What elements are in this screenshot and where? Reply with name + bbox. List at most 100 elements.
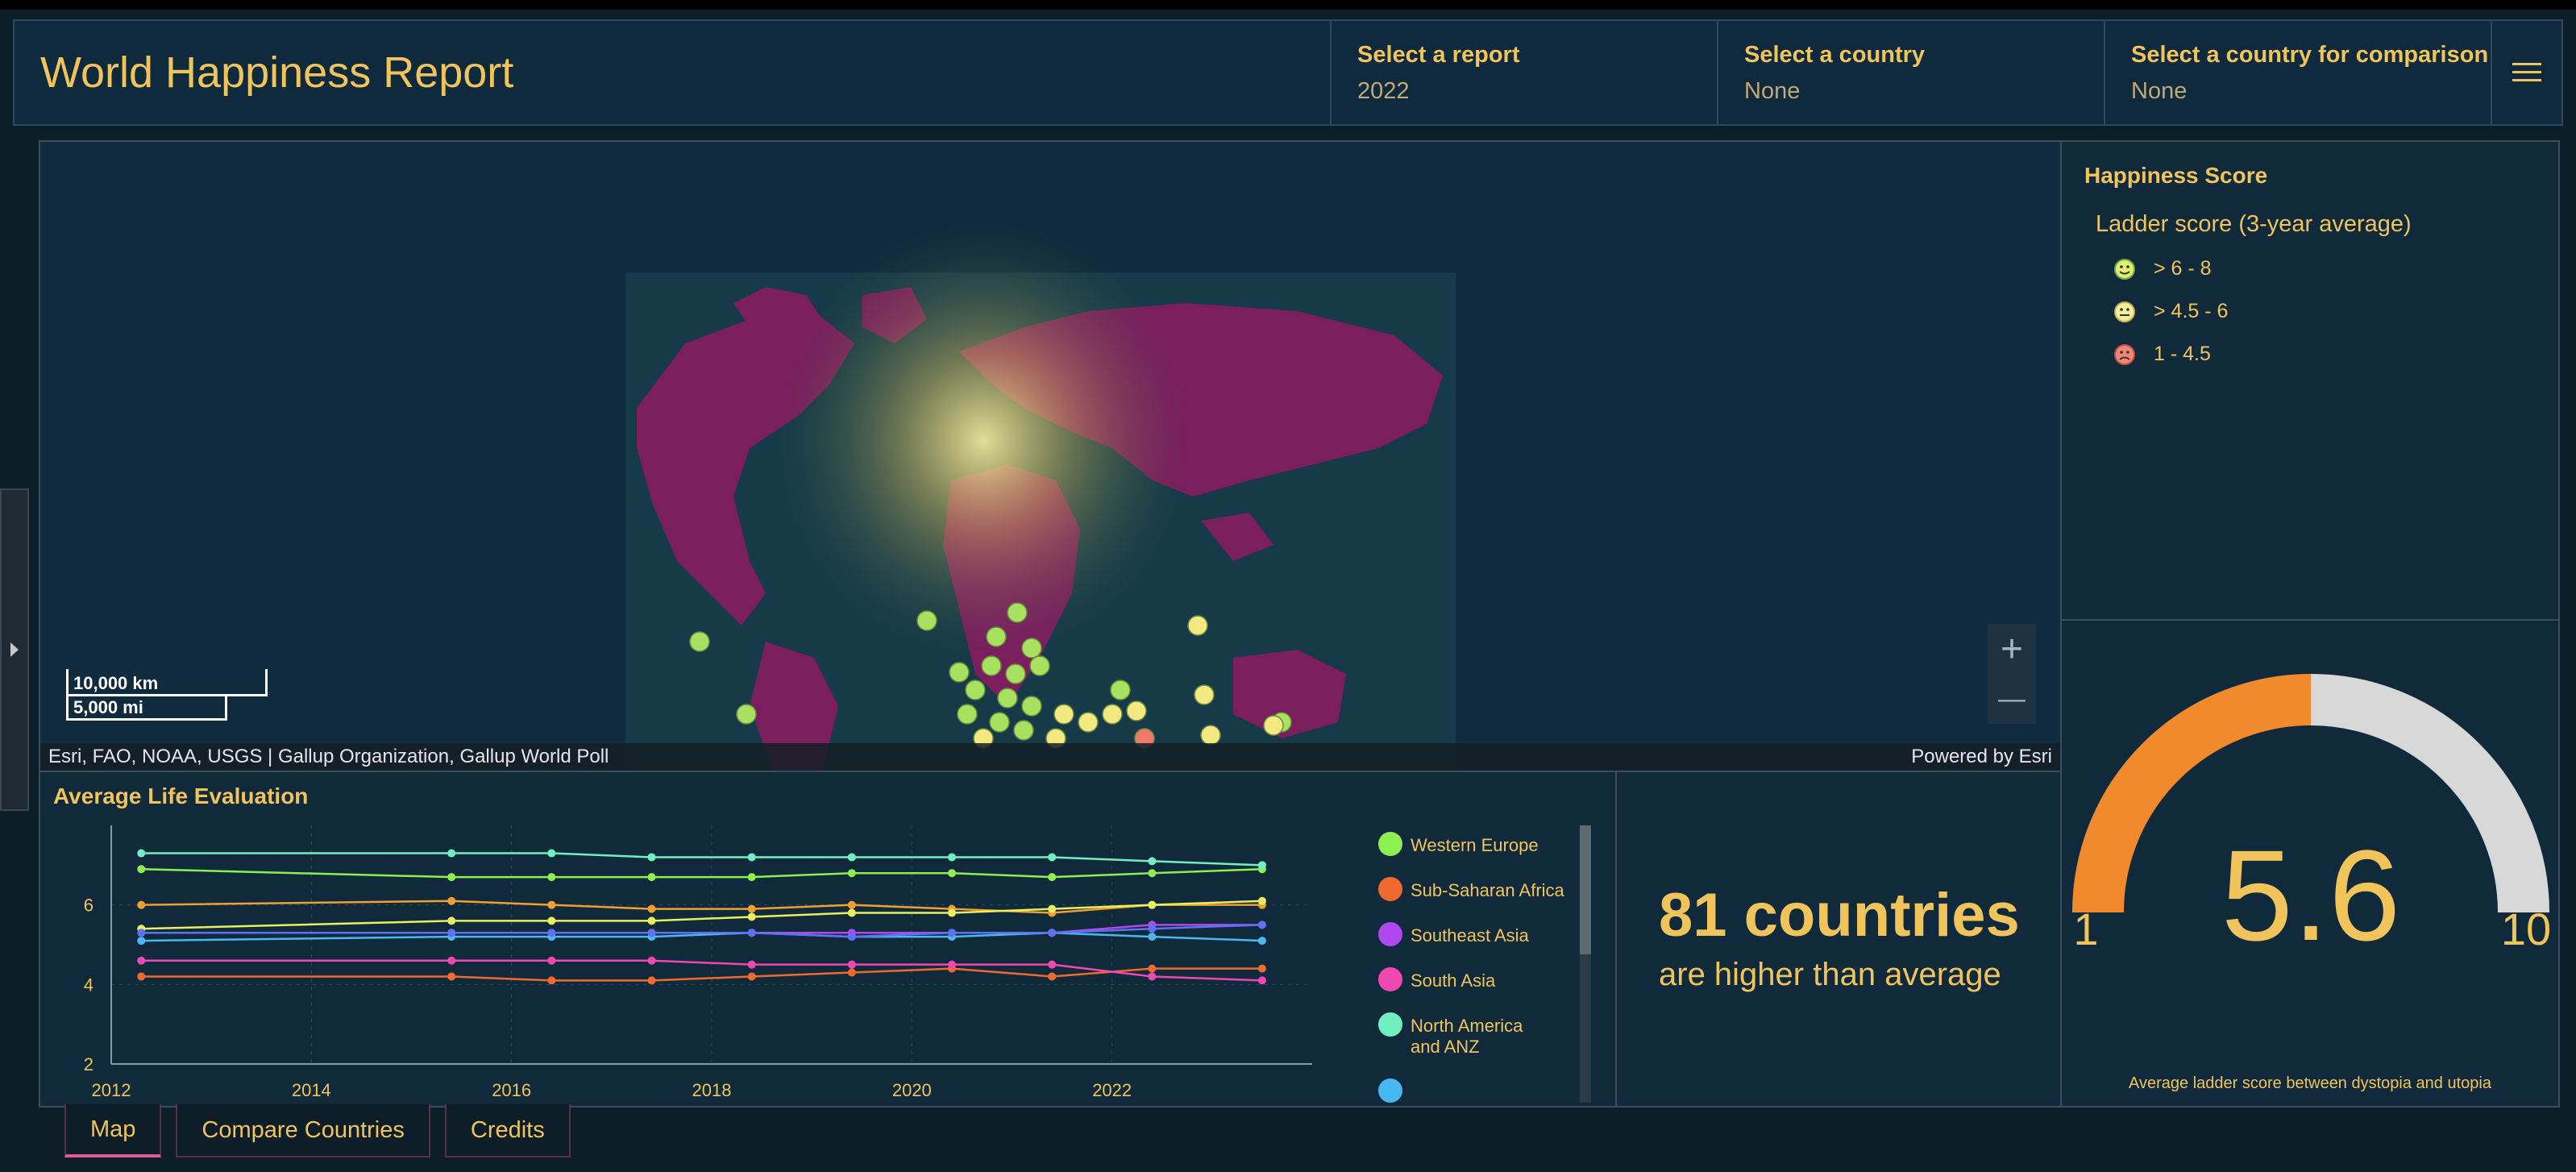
chart-legend-item[interactable]: Sub-Saharan Africa (1378, 877, 1588, 901)
data-point[interactable] (547, 976, 556, 985)
data-point[interactable] (547, 916, 556, 925)
map-view[interactable]: 10,000 km 5,000 mi + — Esri, FAO, NOAA, … (40, 142, 2060, 772)
data-point[interactable] (747, 972, 756, 981)
series-line[interactable] (141, 852, 1262, 867)
data-point[interactable] (137, 900, 146, 909)
data-point[interactable] (747, 929, 756, 937)
country-marker[interactable] (916, 610, 937, 631)
data-point[interactable] (1148, 900, 1157, 909)
data-point[interactable] (747, 853, 756, 862)
country-marker[interactable] (965, 680, 986, 700)
data-point[interactable] (647, 873, 656, 882)
data-point[interactable] (447, 916, 456, 925)
data-point[interactable] (847, 900, 856, 909)
data-point[interactable] (1257, 964, 1266, 973)
zoom-out-button[interactable]: — (1998, 683, 2025, 714)
data-point[interactable] (137, 956, 146, 965)
data-point[interactable] (647, 916, 656, 925)
data-point[interactable] (948, 908, 956, 917)
data-point[interactable] (847, 960, 856, 969)
chart-legend-item[interactable]: Western Europe (1378, 832, 1588, 856)
data-point[interactable] (447, 972, 456, 981)
country-marker[interactable] (1110, 680, 1131, 700)
data-point[interactable] (948, 960, 956, 969)
data-point[interactable] (1048, 960, 1057, 969)
data-point[interactable] (547, 873, 556, 882)
data-point[interactable] (1257, 921, 1266, 929)
menu-button[interactable] (2491, 21, 2561, 124)
data-point[interactable] (447, 873, 456, 882)
country-marker[interactable] (986, 626, 1007, 647)
data-point[interactable] (1148, 925, 1157, 933)
data-point[interactable] (447, 956, 456, 965)
report-selector[interactable]: Select a report 2022 (1330, 21, 1717, 124)
data-point[interactable] (1048, 929, 1057, 937)
country-marker[interactable] (1029, 655, 1050, 676)
country-marker[interactable] (1021, 696, 1042, 717)
data-point[interactable] (1048, 972, 1057, 981)
series-line[interactable] (141, 931, 1262, 942)
data-point[interactable] (137, 929, 146, 937)
tab-credits[interactable]: Credits (444, 1104, 571, 1157)
country-marker[interactable] (1021, 638, 1042, 659)
country-marker[interactable] (989, 712, 1010, 733)
country-selector[interactable]: Select a country None (1717, 21, 2104, 124)
data-point[interactable] (847, 908, 856, 917)
series-line[interactable] (141, 900, 1262, 914)
data-point[interactable] (847, 853, 856, 862)
data-point[interactable] (647, 929, 656, 937)
data-point[interactable] (137, 972, 146, 981)
country-marker[interactable] (1102, 704, 1123, 725)
data-point[interactable] (547, 900, 556, 909)
tab-compare-countries[interactable]: Compare Countries (176, 1104, 430, 1157)
country-marker[interactable] (1005, 663, 1026, 684)
country-marker[interactable] (981, 655, 1002, 676)
data-point[interactable] (948, 869, 956, 878)
legend-scrollbar-thumb[interactable] (1580, 825, 1591, 954)
data-point[interactable] (747, 912, 756, 921)
country-marker[interactable] (1013, 720, 1034, 741)
data-point[interactable] (1257, 861, 1266, 870)
country-marker[interactable] (1200, 725, 1221, 746)
country-marker[interactable] (689, 631, 710, 652)
chart-legend-item[interactable]: North America and ANZ (1378, 1012, 1588, 1058)
data-point[interactable] (547, 929, 556, 937)
data-point[interactable] (1257, 976, 1266, 985)
comparison-selector[interactable]: Select a country for comparison None (2104, 21, 2491, 124)
data-point[interactable] (137, 937, 146, 945)
country-marker[interactable] (1187, 615, 1208, 636)
data-point[interactable] (447, 849, 456, 858)
tab-map[interactable]: Map (64, 1104, 162, 1157)
data-point[interactable] (647, 976, 656, 985)
chart-legend-item[interactable]: South Asia (1378, 967, 1588, 991)
data-point[interactable] (547, 956, 556, 965)
country-marker[interactable] (1126, 700, 1147, 721)
data-point[interactable] (447, 896, 456, 905)
data-point[interactable] (847, 933, 856, 941)
data-point[interactable] (948, 853, 956, 862)
series-line[interactable] (141, 967, 1262, 982)
country-marker[interactable] (736, 704, 757, 725)
country-marker[interactable] (1053, 704, 1074, 725)
data-point[interactable] (647, 956, 656, 965)
powered-by-esri[interactable]: Powered by Esri (1911, 746, 2052, 767)
series-line[interactable] (141, 959, 1262, 982)
data-point[interactable] (747, 873, 756, 882)
data-point[interactable] (1148, 869, 1157, 878)
series-line[interactable] (141, 900, 1262, 930)
data-point[interactable] (647, 853, 656, 862)
data-point[interactable] (1148, 964, 1157, 973)
zoom-in-button[interactable]: + (2000, 627, 2024, 671)
side-panel-toggle[interactable] (0, 488, 29, 811)
legend-scrollbar[interactable] (1580, 825, 1591, 1103)
country-marker[interactable] (957, 704, 978, 725)
country-marker[interactable] (1263, 715, 1284, 736)
data-point[interactable] (447, 929, 456, 937)
series-line[interactable] (141, 868, 1262, 879)
country-marker[interactable] (997, 688, 1018, 709)
data-point[interactable] (137, 849, 146, 858)
country-marker[interactable] (1007, 602, 1028, 623)
chart-legend-item[interactable]: Southeast Asia (1378, 922, 1588, 946)
country-marker[interactable] (1194, 684, 1215, 705)
data-point[interactable] (747, 960, 756, 969)
